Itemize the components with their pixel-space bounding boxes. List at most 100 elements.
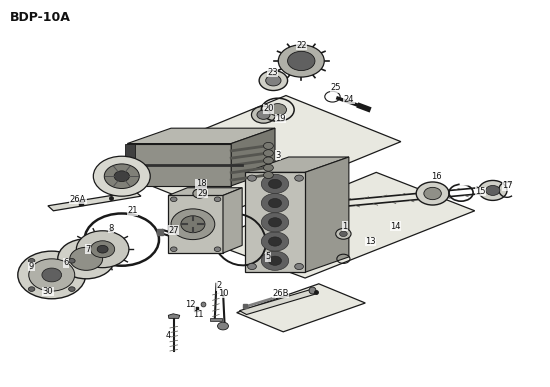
Circle shape — [295, 264, 304, 270]
Polygon shape — [223, 188, 242, 253]
Circle shape — [170, 247, 177, 252]
Text: 1: 1 — [343, 222, 348, 231]
Text: 7: 7 — [85, 245, 91, 254]
Polygon shape — [211, 319, 222, 321]
Circle shape — [214, 247, 221, 252]
Polygon shape — [236, 284, 365, 332]
Text: 11: 11 — [193, 310, 204, 319]
Circle shape — [248, 175, 256, 181]
Text: 5: 5 — [266, 252, 271, 261]
Circle shape — [58, 239, 114, 279]
Circle shape — [278, 45, 324, 77]
Text: 20: 20 — [263, 104, 274, 113]
Circle shape — [18, 251, 86, 299]
Circle shape — [29, 259, 35, 263]
Circle shape — [268, 218, 282, 227]
Circle shape — [170, 197, 177, 202]
Text: 22: 22 — [296, 41, 306, 50]
Circle shape — [336, 228, 351, 239]
Circle shape — [261, 194, 289, 213]
Polygon shape — [168, 314, 180, 319]
Circle shape — [268, 256, 282, 265]
Text: 4: 4 — [166, 331, 171, 340]
Text: 13: 13 — [365, 237, 376, 246]
Circle shape — [259, 70, 288, 91]
Text: 15: 15 — [475, 187, 486, 196]
Text: 29: 29 — [197, 189, 208, 198]
Polygon shape — [157, 229, 163, 235]
Circle shape — [218, 322, 228, 330]
Circle shape — [193, 189, 206, 198]
Text: 26A: 26A — [70, 195, 86, 204]
Circle shape — [266, 75, 281, 86]
Text: 10: 10 — [218, 289, 228, 298]
Circle shape — [263, 171, 273, 178]
Circle shape — [97, 245, 108, 253]
Circle shape — [416, 182, 449, 205]
Circle shape — [263, 142, 273, 149]
Polygon shape — [207, 172, 475, 278]
Circle shape — [261, 174, 289, 194]
Text: 23: 23 — [267, 68, 278, 77]
Circle shape — [171, 209, 215, 240]
Text: 26B: 26B — [272, 289, 289, 298]
Circle shape — [251, 106, 276, 123]
Text: 2: 2 — [217, 281, 222, 290]
Text: BDP-10A: BDP-10A — [9, 11, 70, 24]
Text: 14: 14 — [390, 222, 400, 231]
Circle shape — [261, 251, 289, 271]
Text: 3: 3 — [275, 151, 280, 159]
Text: 25: 25 — [330, 83, 340, 92]
Text: 9: 9 — [29, 262, 34, 271]
Circle shape — [261, 213, 289, 232]
Circle shape — [69, 287, 75, 291]
Circle shape — [288, 51, 315, 70]
Circle shape — [263, 157, 273, 164]
Circle shape — [263, 150, 273, 157]
Circle shape — [268, 237, 282, 246]
Circle shape — [214, 197, 221, 202]
Text: 21: 21 — [128, 206, 138, 215]
Circle shape — [268, 179, 282, 188]
Circle shape — [339, 231, 347, 236]
Text: 12: 12 — [185, 300, 195, 310]
Circle shape — [29, 259, 75, 291]
Text: 16: 16 — [431, 172, 442, 181]
Circle shape — [69, 259, 75, 263]
Circle shape — [263, 164, 273, 171]
Circle shape — [257, 110, 270, 119]
Polygon shape — [168, 195, 223, 253]
Text: 27: 27 — [168, 226, 179, 235]
Circle shape — [91, 241, 114, 258]
Circle shape — [70, 247, 103, 271]
Circle shape — [29, 287, 35, 291]
Text: 8: 8 — [108, 224, 113, 233]
Circle shape — [478, 180, 507, 200]
Circle shape — [104, 164, 139, 188]
Circle shape — [424, 187, 441, 200]
Circle shape — [295, 175, 304, 181]
Text: 24: 24 — [344, 95, 354, 104]
Text: 17: 17 — [502, 182, 513, 190]
Polygon shape — [127, 144, 231, 186]
Circle shape — [114, 171, 129, 182]
Polygon shape — [231, 128, 275, 186]
Polygon shape — [168, 188, 242, 195]
Circle shape — [94, 156, 150, 196]
Circle shape — [181, 216, 205, 233]
Text: 6: 6 — [63, 258, 69, 267]
Polygon shape — [108, 96, 401, 215]
Circle shape — [269, 104, 287, 116]
Polygon shape — [305, 157, 349, 272]
Polygon shape — [127, 128, 275, 144]
Text: 30: 30 — [42, 287, 53, 296]
Polygon shape — [48, 192, 141, 211]
Polygon shape — [124, 144, 135, 186]
Circle shape — [261, 232, 289, 251]
Polygon shape — [245, 157, 349, 172]
Text: 19: 19 — [275, 114, 285, 123]
Polygon shape — [239, 289, 318, 315]
Polygon shape — [245, 172, 305, 272]
Circle shape — [268, 199, 282, 208]
Text: 18: 18 — [196, 180, 206, 188]
